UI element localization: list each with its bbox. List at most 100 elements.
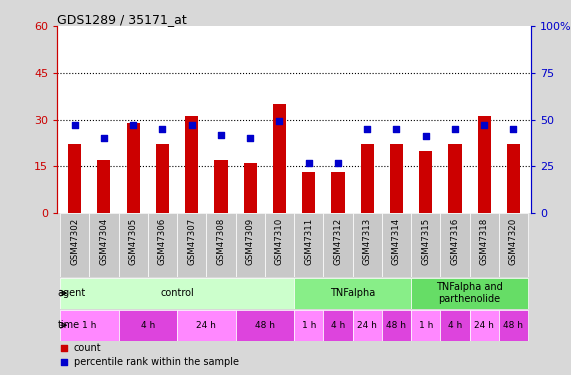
Text: 48 h: 48 h [504,321,524,330]
Bar [411,310,440,340]
Text: GSM47315: GSM47315 [421,218,430,265]
Bar [206,213,236,277]
Text: GSM47302: GSM47302 [70,218,79,265]
Bar [214,160,227,213]
Point [59,345,69,351]
Point [99,135,108,141]
Bar [294,278,411,309]
Bar [236,310,294,340]
Point [187,122,196,128]
Bar [294,310,323,340]
Bar [156,144,169,213]
Text: TNFalpha: TNFalpha [330,288,375,298]
Bar [361,144,374,213]
Bar [469,310,499,340]
Text: time: time [58,320,80,330]
Bar [236,213,265,277]
Bar [119,310,177,340]
Bar [60,310,119,340]
Text: control: control [160,288,194,298]
Text: GSM47318: GSM47318 [480,218,489,265]
Bar [148,213,177,277]
Bar [68,144,81,213]
Text: GSM47313: GSM47313 [363,218,372,265]
Text: GSM47311: GSM47311 [304,218,313,265]
Text: GSM47316: GSM47316 [451,218,460,265]
Bar [185,117,198,213]
Bar [89,213,119,277]
Bar [440,213,469,277]
Bar [390,144,403,213]
Bar [477,117,491,213]
Bar [411,213,440,277]
Point [59,359,69,365]
Bar [177,213,206,277]
Bar [323,310,352,340]
Bar [60,213,89,277]
Bar [323,213,352,277]
Point [158,126,167,132]
Text: 24 h: 24 h [196,321,216,330]
Text: count: count [74,343,101,353]
Bar [440,310,469,340]
Text: GSM47304: GSM47304 [99,218,108,265]
Bar [352,310,382,340]
Text: GSM47305: GSM47305 [128,218,138,265]
Point [275,118,284,124]
Text: 24 h: 24 h [475,321,494,330]
Text: 4 h: 4 h [448,321,462,330]
Bar [507,144,520,213]
Bar [273,104,286,213]
Text: GSM47308: GSM47308 [216,218,226,265]
Point [128,122,138,128]
Text: GSM47314: GSM47314 [392,218,401,265]
Bar [382,213,411,277]
Bar [419,151,432,213]
Bar [244,163,257,213]
Text: GSM47320: GSM47320 [509,218,518,265]
Point [451,126,460,132]
Point [421,134,431,140]
Text: GSM47312: GSM47312 [333,218,343,265]
Bar [331,172,344,213]
Text: 48 h: 48 h [255,321,275,330]
Text: 24 h: 24 h [357,321,377,330]
Bar [469,213,499,277]
Bar [499,213,528,277]
Text: GSM47309: GSM47309 [246,218,255,265]
Text: 4 h: 4 h [331,321,345,330]
Bar [382,310,411,340]
Bar [127,123,140,213]
Point [304,159,313,165]
Point [392,126,401,132]
Bar [302,172,315,213]
Bar [294,213,323,277]
Point [246,135,255,141]
Text: GSM47307: GSM47307 [187,218,196,265]
Point [216,132,226,138]
Bar [97,160,111,213]
Text: GDS1289 / 35171_at: GDS1289 / 35171_at [57,13,187,26]
Point [480,122,489,128]
Point [363,126,372,132]
Text: 48 h: 48 h [387,321,407,330]
Bar [119,213,148,277]
Bar [352,213,382,277]
Bar [499,310,528,340]
Text: 1 h: 1 h [419,321,433,330]
Text: agent: agent [58,288,86,298]
Bar [60,278,294,309]
Bar [265,213,294,277]
Point [333,159,343,165]
Text: 1 h: 1 h [82,321,96,330]
Text: 1 h: 1 h [301,321,316,330]
Bar [411,278,528,309]
Text: percentile rank within the sample: percentile rank within the sample [74,357,239,367]
Bar [177,310,236,340]
Text: GSM47306: GSM47306 [158,218,167,265]
Text: TNFalpha and
parthenolide: TNFalpha and parthenolide [436,282,503,304]
Text: 4 h: 4 h [140,321,155,330]
Point [70,122,79,128]
Point [509,126,518,132]
Bar [448,144,461,213]
